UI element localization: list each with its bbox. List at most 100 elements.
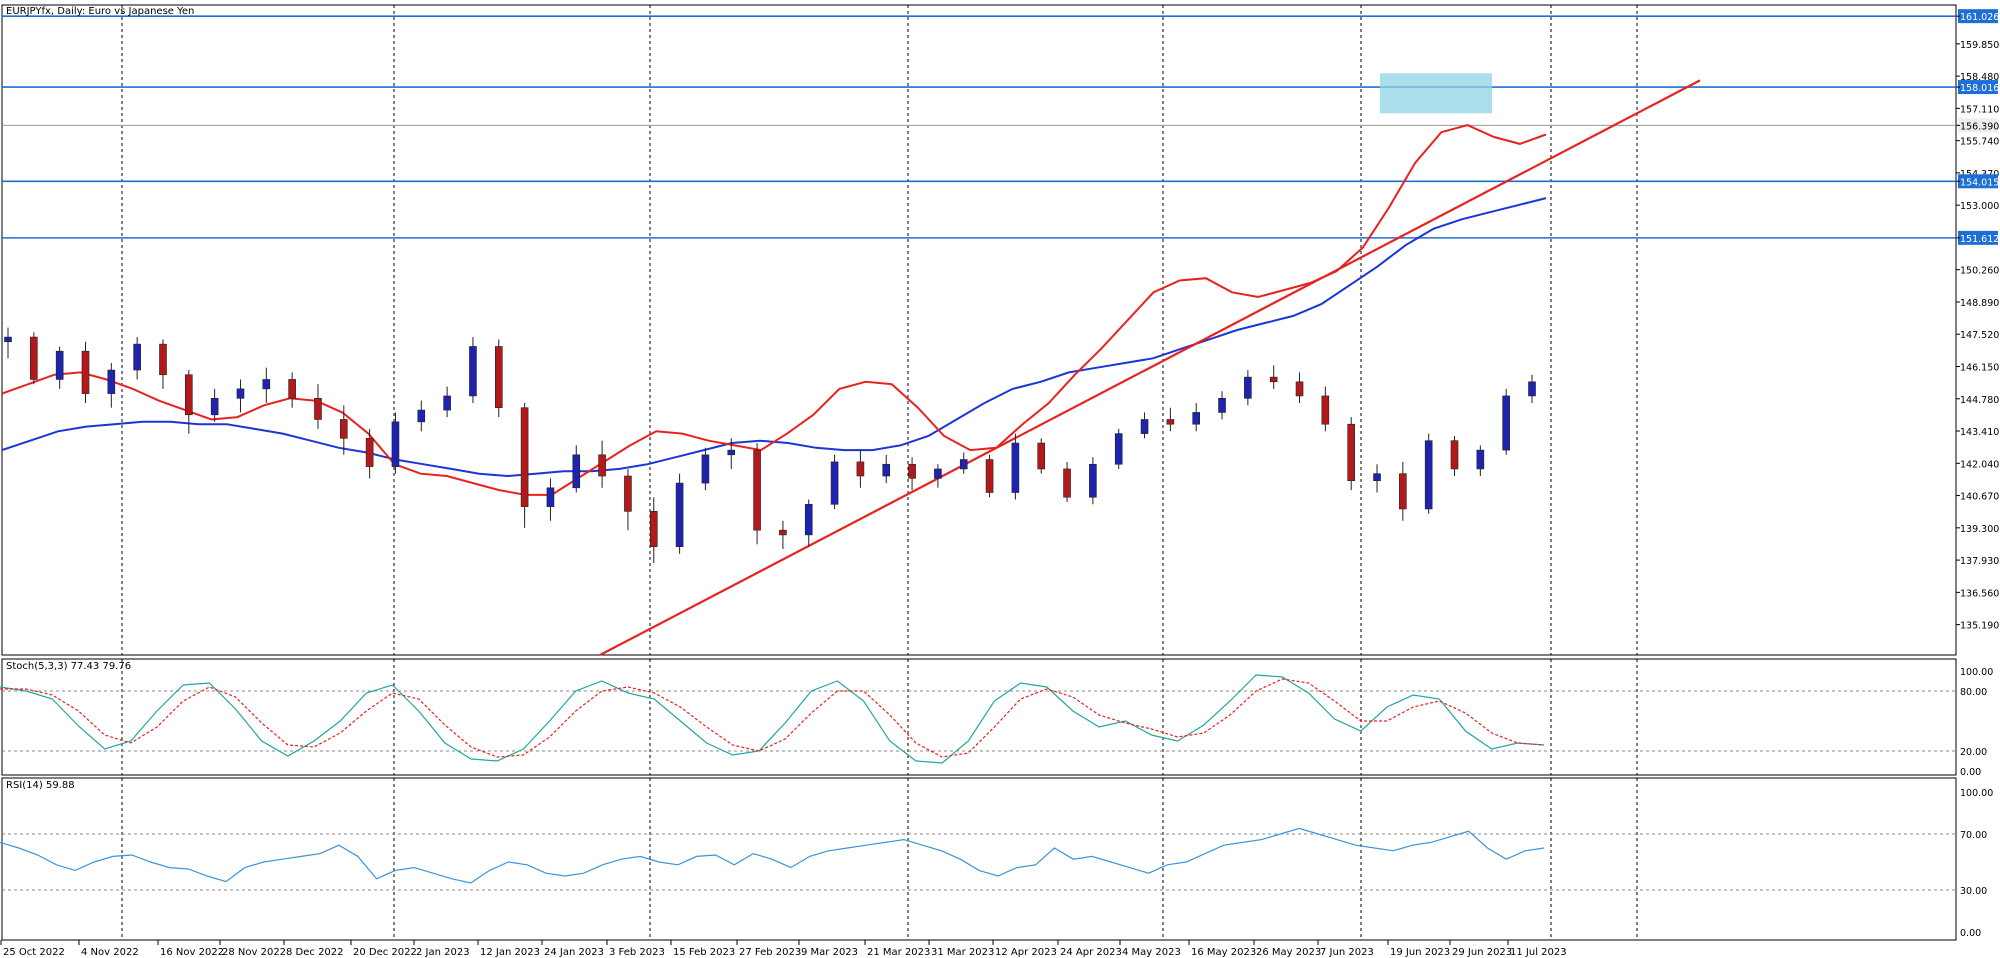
candle: [1140, 412, 1149, 439]
candle: [4, 327, 12, 359]
candle-body: [934, 468, 942, 479]
vertical-grid: [121, 5, 1638, 940]
candle: [159, 339, 167, 389]
candle: [288, 372, 296, 408]
candle: [1089, 457, 1097, 505]
x-tick-label: 11 Jul 2023: [1510, 947, 1567, 958]
candle: [469, 337, 477, 404]
trendline[interactable]: [599, 79, 1701, 656]
candle-body: [856, 461, 865, 477]
candle: [598, 440, 606, 488]
stochastic-layer: [0, 674, 1956, 764]
candle-body: [1476, 449, 1485, 470]
candle-body: [417, 409, 426, 423]
resistance-zone: [1380, 73, 1492, 114]
candle-body: [1192, 412, 1201, 425]
candle-body: [185, 374, 193, 416]
candle-body: [1166, 419, 1175, 425]
candle: [959, 452, 968, 474]
candle-body: [391, 421, 400, 467]
rsi-y-label: 100.00: [1960, 788, 1993, 799]
horizontal-levels: [2, 15, 1956, 239]
x-tick-label: 25 Oct 2022: [3, 947, 65, 958]
y-tick-label: 135.190: [1960, 621, 1999, 632]
y-tick-label: 153.000: [1960, 201, 1999, 212]
y-tick-label: 144.780: [1960, 395, 1999, 406]
x-tick-label: 12 Jan 2023: [480, 947, 540, 958]
y-tick-label: 158.016: [1960, 83, 1999, 94]
candle-body: [520, 407, 529, 507]
candle: [1295, 372, 1304, 404]
candle-body: [1269, 376, 1278, 383]
x-tick-label: 3 Feb 2023: [609, 947, 665, 958]
rsi-y-label: 70.00: [1960, 830, 1987, 841]
x-tick-label: 2 Jan 2023: [416, 947, 470, 958]
candle: [1347, 417, 1355, 491]
candle: [339, 405, 348, 455]
candle: [1166, 407, 1175, 432]
candle-body: [753, 449, 761, 531]
x-tick-label: 24 Jan 2023: [544, 947, 604, 958]
x-tick-label: 8 Dec 2022: [286, 947, 344, 958]
candle-body: [882, 463, 891, 477]
x-tick-label: 29 Jun 2023: [1452, 947, 1512, 958]
candle-body: [339, 419, 348, 439]
candle-body: [1502, 395, 1510, 451]
y-tick-label: 158.480: [1960, 72, 1999, 83]
candle-body: [1528, 381, 1536, 397]
y-tick-label: 154.015: [1960, 177, 1999, 188]
stochastic-panel: [1, 658, 1957, 776]
candle-body: [469, 346, 477, 397]
candle-body: [1089, 463, 1097, 498]
candle-body: [159, 343, 167, 376]
rsi-y-label: 0.00: [1960, 928, 1981, 939]
candle: [1450, 435, 1459, 477]
candle-body: [779, 529, 787, 536]
y-tick-label: 150.260: [1960, 266, 1999, 277]
candle-body: [81, 350, 90, 394]
candle-body: [1218, 397, 1226, 413]
rsi-y-label: 30.00: [1960, 886, 1987, 897]
y-tick-label: 159.850: [1960, 40, 1999, 51]
candle: [81, 341, 90, 404]
rsi-layer: [0, 827, 1956, 891]
y-tick-label: 148.890: [1960, 298, 1999, 309]
level-price-tag: [1958, 80, 1998, 95]
y-tick-label: 161.026: [1960, 12, 1999, 23]
candle-body: [624, 475, 632, 512]
candle: [1114, 428, 1123, 469]
ma-fast-line: [1, 124, 1547, 496]
candle-body: [210, 397, 219, 416]
candle: [675, 473, 684, 554]
candle-body: [443, 395, 451, 411]
candle: [1218, 391, 1226, 420]
y-tick-label: 136.560: [1960, 588, 1999, 599]
candle: [1528, 374, 1536, 404]
candle: [1399, 461, 1407, 521]
candle: [882, 454, 891, 484]
rsi-panel: [1, 777, 1957, 941]
candle: [417, 400, 426, 432]
candle-body: [236, 388, 245, 399]
candle: [727, 438, 736, 469]
candle-body: [314, 397, 322, 420]
candles-layer: [4, 327, 1536, 564]
x-tick-label: 7 Jun 2023: [1320, 947, 1374, 958]
x-tick-label: 31 Mar 2023: [931, 947, 994, 958]
candle-body: [1321, 395, 1330, 425]
candle-body: [262, 379, 271, 390]
candle: [520, 403, 529, 528]
level-price-tag: [1958, 9, 1998, 24]
x-tick-label: 9 Mar 2023: [801, 947, 858, 958]
candle: [546, 478, 555, 521]
candle: [133, 337, 141, 380]
x-tick-label: 16 May 2023: [1191, 947, 1256, 958]
candle-body: [133, 343, 141, 371]
candle-body: [1063, 468, 1071, 498]
candle: [908, 457, 916, 491]
candle-body: [546, 487, 555, 507]
candle: [856, 450, 865, 488]
x-tick-label: 12 Apr 2023: [995, 947, 1057, 958]
x-tick-label: 15 Feb 2023: [673, 947, 735, 958]
